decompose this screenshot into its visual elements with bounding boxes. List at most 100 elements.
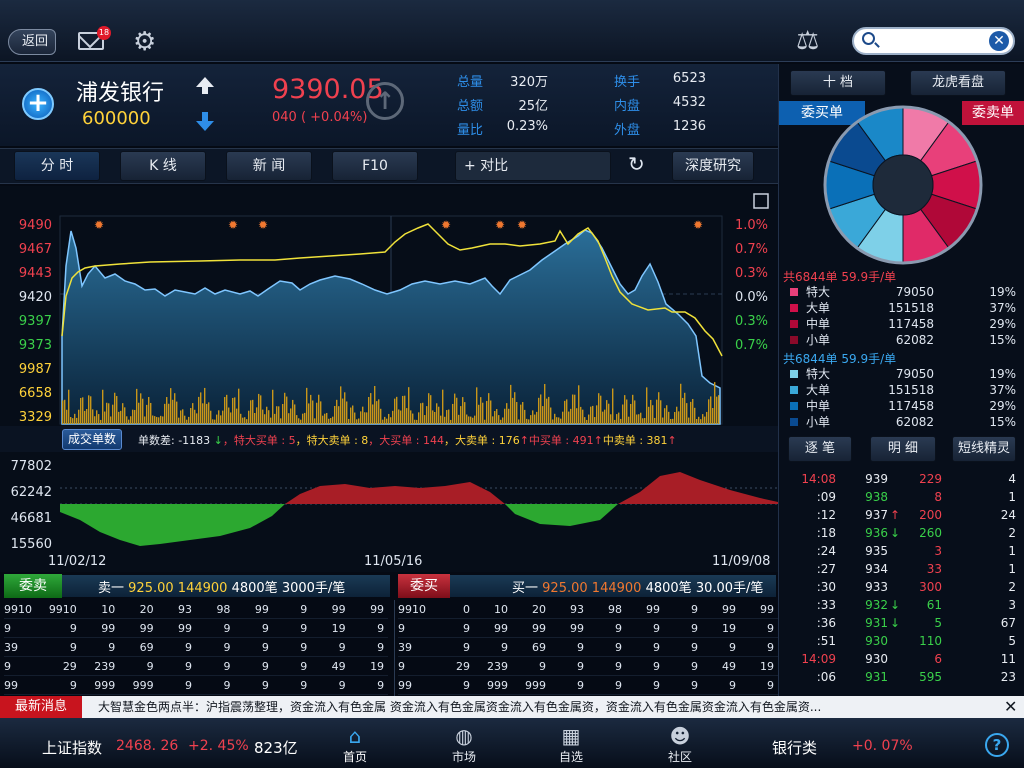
stat-label: 总额 — [457, 99, 484, 114]
tick-row: :06 931 595 23 — [786, 668, 1016, 686]
volume-bar — [466, 414, 468, 424]
breakdown-name: 特大 — [806, 367, 831, 381]
volume-bar — [136, 388, 138, 424]
volume-bar — [718, 395, 720, 424]
volume-bar — [362, 406, 364, 424]
help-icon[interactable]: ? — [985, 733, 1009, 757]
tick-volume: 110 — [919, 634, 942, 648]
queue-cell: 9 — [615, 622, 622, 635]
nav-community[interactable]: ☻ 社区 — [650, 724, 710, 765]
queue-cell: 9 — [691, 679, 698, 692]
tick-row: :24 935 3 1 — [786, 542, 1016, 560]
event-marker-icon[interactable]: ✹ — [495, 218, 505, 232]
search-field[interactable]: ✕ — [852, 27, 1015, 55]
volume-bar — [420, 403, 422, 424]
gear-icon[interactable]: ⚙ — [133, 27, 157, 57]
volume-bar — [392, 410, 394, 424]
refresh-icon[interactable]: ↻ — [628, 152, 645, 176]
index-name[interactable]: 上证指数 — [42, 739, 103, 757]
volume-bar — [184, 415, 186, 424]
timeshare-chart-svg: ✹ ✹ ✹ ✹ ✹ ✹ ✹ — [59, 193, 769, 425]
clear-search-icon[interactable]: ✕ — [989, 31, 1009, 51]
breakdown-value: 117458 — [888, 399, 934, 413]
volume-bar — [592, 405, 594, 424]
volume-bar — [210, 410, 212, 424]
tab-detail[interactable]: 明 细 — [870, 436, 936, 462]
queue-cell: 999 — [525, 679, 546, 692]
volume-bar — [258, 393, 260, 424]
order-diff-tick: 46681 — [10, 511, 52, 526]
volume-bar — [208, 402, 210, 424]
volume-bar — [614, 419, 616, 424]
tab-ten-levels[interactable]: 十 档 — [790, 70, 886, 96]
tab-dragon-tiger[interactable]: 龙虎看盘 — [910, 70, 1006, 96]
breakdown-name: 小单 — [806, 333, 831, 347]
queue-cell: 9 — [377, 622, 385, 635]
volume-bar — [278, 406, 280, 424]
nav-home-label: 首页 — [342, 750, 367, 764]
volume-bar — [698, 416, 700, 424]
queue-cell: 9 — [691, 641, 698, 654]
order-count-item: ，大卖单 : 176 — [444, 434, 520, 447]
close-news-icon[interactable]: ✕ — [1004, 697, 1018, 716]
volume-bar — [532, 410, 534, 424]
volume-bar — [590, 406, 592, 424]
stock-change: 040 ( +0.04%) — [272, 110, 368, 125]
fullscreen-icon[interactable] — [753, 193, 769, 209]
nav-market[interactable]: ◍ 市场 — [434, 724, 494, 765]
add-stock-button[interactable]: + — [22, 88, 54, 120]
tick-price: 939 — [865, 472, 888, 486]
event-marker-icon[interactable]: ✹ — [517, 218, 527, 232]
volume-bar — [570, 408, 572, 424]
volume-bar — [162, 416, 164, 424]
event-marker-icon[interactable]: ✹ — [258, 218, 268, 232]
volume-bar — [694, 407, 696, 424]
volume-bar — [696, 418, 698, 424]
tick-volume: 5 — [934, 616, 942, 630]
sector-name[interactable]: 银行类 — [772, 739, 818, 757]
tick-count: 3 — [1008, 598, 1016, 612]
volume-bar — [646, 387, 648, 424]
volume-bar — [354, 412, 356, 424]
mail-icon[interactable] — [78, 32, 104, 50]
tab-timeshare[interactable]: 分 时 — [14, 151, 100, 181]
compare-button[interactable]: + 对比 — [455, 151, 611, 181]
scale-icon[interactable]: ⚖ — [796, 26, 820, 56]
tab-f10[interactable]: F10 — [332, 151, 418, 181]
price-tick: 9490 — [18, 218, 52, 233]
percent-tick: 0.7% — [734, 338, 768, 353]
breakdown-value: 79050 — [895, 285, 934, 299]
volume-bar — [266, 406, 268, 424]
tab-short-spirit[interactable]: 短线精灵 — [952, 436, 1016, 462]
stat-label: 内盘 — [614, 99, 641, 114]
volume-bar — [274, 413, 276, 424]
sell-per-order: 3000手/笔 — [281, 581, 346, 596]
volume-bar — [664, 408, 666, 424]
tick-price: 937 — [865, 508, 888, 522]
order-count-label[interactable]: 成交单数 — [62, 429, 123, 450]
deep-research-button[interactable]: 深度研究 — [672, 151, 754, 181]
event-marker-icon[interactable]: ✹ — [94, 218, 104, 232]
next-stock-arrow-icon[interactable] — [196, 121, 214, 131]
prev-stock-arrow-icon[interactable] — [196, 77, 214, 87]
event-marker-icon[interactable]: ✹ — [693, 218, 703, 232]
nav-watchlist[interactable]: ▦ 自选 — [541, 724, 601, 765]
volume-bar — [84, 410, 86, 424]
pie-ring — [823, 105, 983, 265]
breakdown-percent: 29% — [989, 317, 1016, 331]
tab-tick-by-tick[interactable]: 逐 笔 — [788, 436, 852, 462]
nav-home[interactable]: ⌂ 首页 — [325, 724, 385, 765]
event-marker-icon[interactable]: ✹ — [228, 218, 238, 232]
volume-bar — [64, 399, 66, 424]
news-headline[interactable]: 大智慧金色两点半：沪指震荡整理，资金流入有色金属 资金流入有色金属资金流入有色金… — [98, 700, 822, 714]
back-button[interactable]: 返回 — [8, 29, 56, 55]
volume-bar — [250, 400, 252, 424]
event-marker-icon[interactable]: ✹ — [441, 218, 451, 232]
volume-bar — [394, 398, 396, 424]
tab-news[interactable]: 新 闻 — [226, 151, 312, 181]
queue-cell: 9 — [577, 679, 584, 692]
legend-swatch — [790, 418, 798, 426]
tab-kline[interactable]: K 线 — [120, 151, 206, 181]
queue-cell: 999 — [487, 679, 508, 692]
volume-bar — [468, 416, 470, 424]
